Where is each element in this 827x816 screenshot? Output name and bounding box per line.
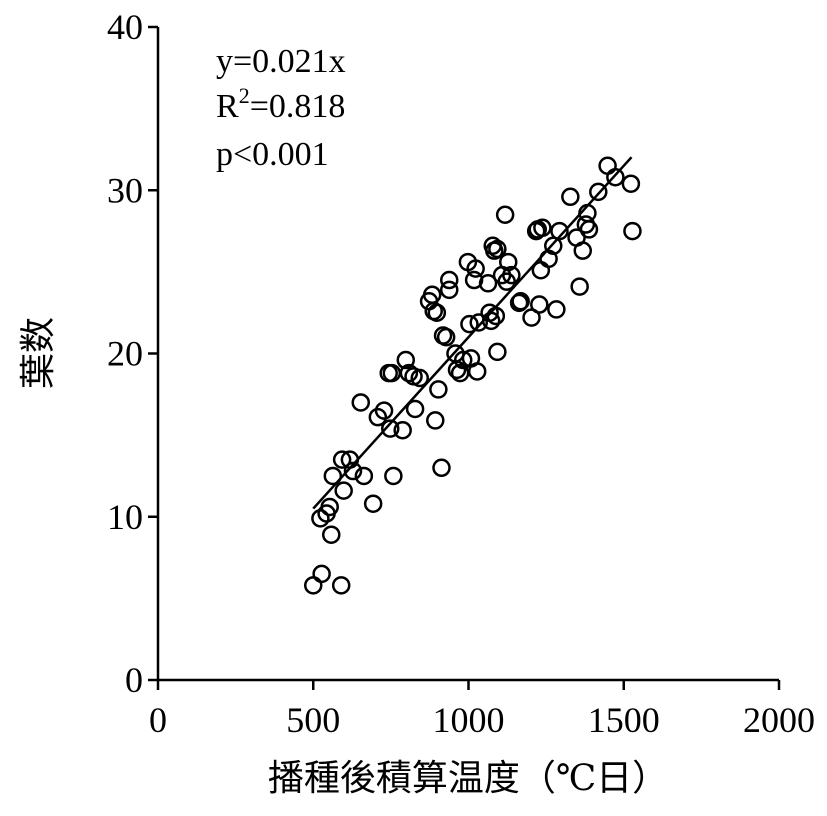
data-point bbox=[426, 411, 445, 430]
data-point bbox=[399, 363, 419, 383]
data-point bbox=[351, 393, 371, 412]
data-point bbox=[312, 564, 331, 584]
regression-line bbox=[312, 156, 633, 510]
x-tick-label: 1500 bbox=[588, 700, 660, 740]
x-axis-ticks: 0 500 1000 1500 2000 bbox=[149, 680, 815, 740]
p-value-annotation: p<0.001 bbox=[216, 136, 329, 173]
data-point bbox=[447, 360, 467, 380]
data-point bbox=[606, 167, 625, 187]
r-squared-annotation: R2=0.818 bbox=[216, 83, 345, 125]
data-point bbox=[509, 293, 529, 313]
data-point bbox=[410, 368, 430, 388]
data-point bbox=[623, 221, 642, 241]
x-tick-label: 2000 bbox=[743, 700, 815, 740]
data-point bbox=[363, 494, 383, 513]
data-point bbox=[432, 458, 451, 478]
data-point bbox=[453, 350, 473, 370]
data-point bbox=[495, 205, 515, 224]
data-point bbox=[354, 466, 374, 486]
data-point bbox=[573, 241, 593, 260]
data-point bbox=[304, 576, 323, 595]
data-point bbox=[381, 419, 400, 438]
data-point bbox=[467, 362, 487, 381]
data-point bbox=[439, 270, 459, 290]
r-squared-superscript: 2 bbox=[239, 83, 250, 108]
data-point bbox=[332, 450, 352, 469]
data-point bbox=[334, 481, 353, 500]
data-point bbox=[522, 308, 541, 327]
data-point bbox=[511, 292, 530, 311]
y-tick-label: 30 bbox=[107, 170, 143, 210]
data-point bbox=[621, 174, 641, 193]
y-tick-label: 10 bbox=[107, 497, 143, 537]
data-point bbox=[384, 466, 403, 486]
data-point bbox=[498, 252, 518, 272]
data-point bbox=[466, 259, 485, 278]
data-point bbox=[405, 399, 425, 419]
data-point bbox=[579, 220, 599, 239]
data-point bbox=[393, 420, 412, 440]
y-axis-title: 葉数 bbox=[18, 317, 58, 389]
data-point bbox=[439, 280, 459, 300]
r-squared-prefix: R bbox=[216, 88, 239, 125]
data-point bbox=[427, 303, 447, 322]
data-point bbox=[460, 314, 479, 334]
equation-annotation: y=0.021x bbox=[216, 43, 346, 80]
data-point bbox=[533, 218, 552, 238]
data-point bbox=[320, 497, 339, 517]
x-axis-title: 播種後積算温度（℃日） bbox=[268, 758, 668, 798]
y-tick-label: 20 bbox=[107, 334, 143, 374]
data-point bbox=[322, 525, 341, 544]
data-point bbox=[488, 342, 507, 362]
data-point bbox=[374, 401, 394, 420]
data-point bbox=[547, 300, 566, 319]
data-point bbox=[550, 221, 569, 241]
data-point bbox=[331, 576, 351, 595]
data-point bbox=[469, 313, 488, 332]
data-point bbox=[436, 327, 456, 347]
data-point bbox=[570, 277, 589, 296]
data-point bbox=[598, 156, 617, 176]
data-point bbox=[396, 350, 416, 370]
y-axis-ticks: 0 10 20 30 40 bbox=[107, 7, 158, 700]
data-point bbox=[502, 265, 521, 285]
x-tick-label: 1000 bbox=[433, 700, 505, 740]
data-points bbox=[304, 156, 642, 595]
data-point bbox=[478, 274, 498, 293]
x-tick-label: 500 bbox=[286, 700, 340, 740]
r-squared-value: =0.818 bbox=[250, 88, 346, 125]
data-point bbox=[589, 182, 608, 202]
data-point bbox=[488, 239, 507, 259]
y-tick-label: 40 bbox=[107, 7, 143, 47]
x-tick-label: 0 bbox=[149, 700, 167, 740]
y-tick-label: 0 bbox=[125, 660, 143, 700]
data-point bbox=[323, 466, 343, 486]
data-point bbox=[561, 187, 580, 207]
data-point bbox=[530, 295, 549, 314]
data-point bbox=[429, 380, 448, 399]
